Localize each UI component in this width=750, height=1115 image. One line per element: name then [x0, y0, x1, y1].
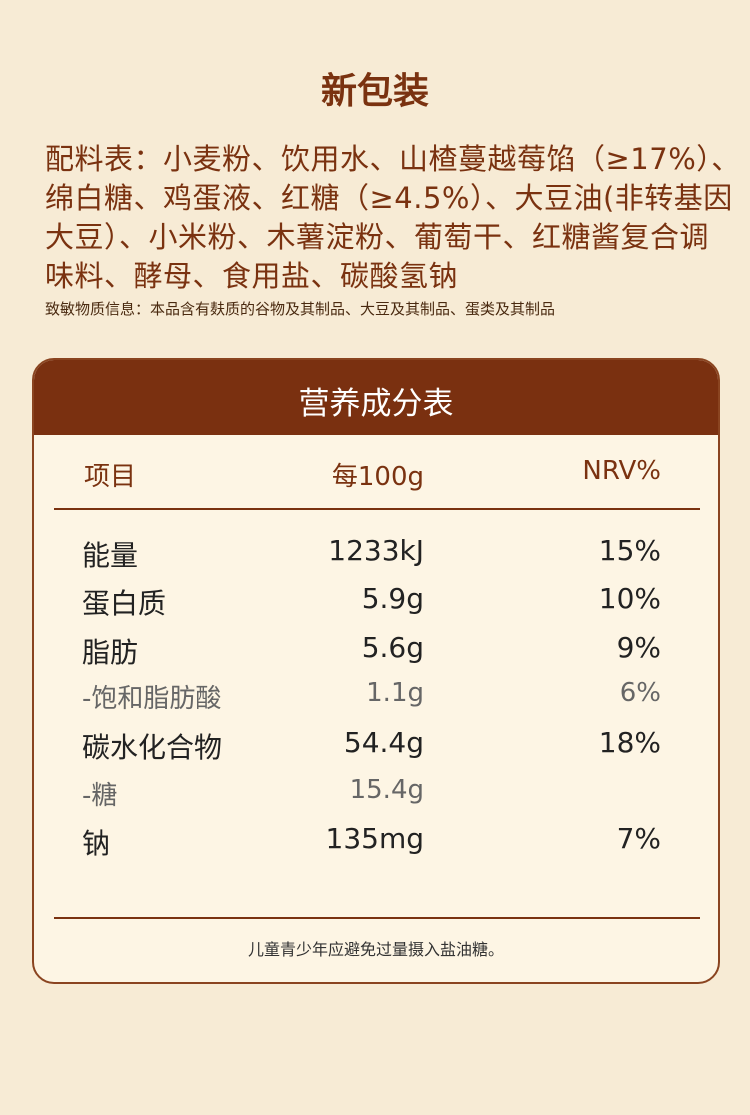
- ingredient-line: 绵白糖、鸡蛋液、红糖（≥4.5%）、大豆油(非转基因: [45, 181, 733, 215]
- row-name: -饱和脂肪酸: [82, 684, 222, 714]
- row-amount: 1233kJ: [328, 534, 424, 567]
- col-header: 项目: [84, 462, 137, 492]
- row-nrv: 10%: [598, 582, 661, 615]
- ingredient-line: 大豆）、小米粉、木薯淀粉、葡萄干、红糖酱复合调: [45, 220, 710, 254]
- title: 新包装: [320, 71, 429, 112]
- col-header: 每100g: [331, 462, 424, 492]
- table-title: 营养成分表: [298, 386, 454, 422]
- row-amount: 135mg: [325, 822, 425, 855]
- header-band: [34, 360, 718, 435]
- row-nrv: 18%: [598, 726, 661, 759]
- row-amount: 5.6g: [361, 631, 424, 664]
- row-name: 钠: [82, 827, 111, 860]
- allergen: 致敏物质信息：本品含有麸质的谷物及其制品、大豆及其制品、蛋类及其制品: [45, 300, 556, 318]
- row-name: 蛋白质: [82, 587, 167, 620]
- row-name: -糖: [82, 781, 118, 811]
- row-nrv: 9%: [616, 631, 661, 664]
- row-amount: 5.9g: [361, 582, 424, 615]
- divider: [54, 917, 700, 919]
- ingredient-line: 味料、酵母、食用盐、碳酸氢钠: [45, 259, 459, 293]
- row-amount: 54.4g: [343, 726, 424, 759]
- ingredient-line: 配料表：小麦粉、饮用水、山楂蔓越莓馅（≥17%）、: [45, 142, 741, 176]
- row-nrv: 6%: [619, 678, 661, 708]
- row-name: 碳水化合物: [82, 731, 223, 764]
- row-name: 能量: [82, 539, 139, 572]
- divider: [54, 508, 700, 510]
- nutrition-card: 营养成分表 项目 每100g NRV% 能量 1233kJ 15% 蛋白质 5.9g 10…: [32, 358, 720, 984]
- row-amount: 1.1g: [366, 678, 424, 708]
- row-nrv: 15%: [598, 534, 661, 567]
- note: 儿童青少年应避免过量摄入盐油糖。: [247, 940, 504, 959]
- row-amount: 15.4g: [349, 775, 424, 805]
- col-header: NRV%: [582, 456, 661, 486]
- row-nrv: 7%: [616, 822, 661, 855]
- row-name: 脂肪: [82, 636, 139, 669]
